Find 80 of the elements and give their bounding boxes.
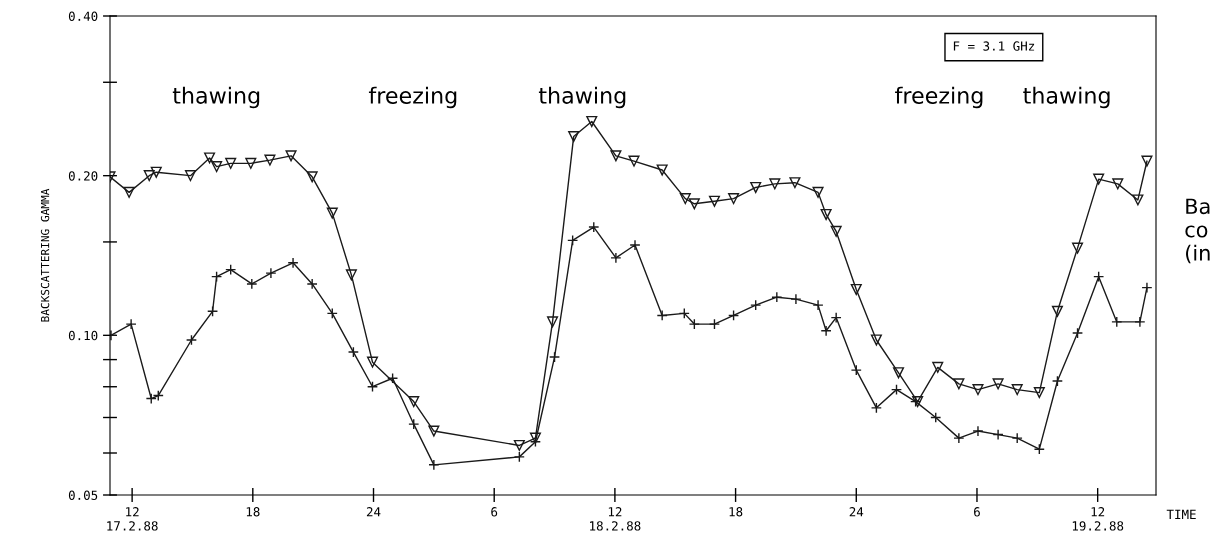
point	[1071, 242, 1084, 254]
text: Ba co (in	[1185, 198, 1210, 264]
point	[207, 305, 219, 317]
point	[679, 193, 691, 205]
annotation: thawing	[172, 86, 260, 109]
point	[568, 131, 580, 143]
point	[870, 334, 882, 346]
point	[123, 186, 135, 198]
point	[789, 177, 801, 189]
annotation: thawing	[538, 86, 626, 109]
point	[972, 384, 984, 396]
point	[408, 396, 420, 408]
annotation: freezing	[895, 86, 983, 109]
x-tick-label: 18	[729, 507, 743, 517]
point	[820, 208, 832, 221]
x-tick-label: 18	[246, 507, 260, 517]
point	[306, 171, 318, 183]
point	[1011, 384, 1023, 396]
point	[992, 378, 1004, 390]
point	[1033, 387, 1045, 399]
x-tick-label: 24	[849, 507, 864, 517]
point	[688, 318, 700, 330]
y-tick-label: 0.20	[68, 171, 98, 181]
y-tick-label: 0.40	[68, 11, 98, 21]
point	[345, 269, 357, 281]
y-tick-label: 0.05	[68, 490, 98, 500]
point	[953, 378, 965, 390]
x-tick-label: 12 18.2.88	[590, 507, 641, 531]
point	[150, 166, 162, 178]
x-tick-label: 12 19.2.88	[1072, 507, 1124, 531]
annotation: freezing	[368, 86, 457, 109]
point	[513, 439, 525, 452]
point	[143, 170, 155, 182]
point	[750, 181, 762, 194]
x-axis-title: TIME	[1166, 509, 1196, 519]
point	[428, 425, 440, 437]
point	[586, 115, 598, 128]
point	[1051, 305, 1063, 317]
point	[211, 161, 223, 173]
point	[366, 381, 379, 393]
point	[211, 271, 223, 283]
x-tick-label: 6	[491, 507, 498, 517]
point	[245, 157, 257, 169]
point	[688, 198, 700, 210]
y-axis-title: BACKSCATTERING GAMMA	[40, 188, 50, 322]
point	[892, 367, 905, 379]
point	[932, 361, 944, 373]
annotation: thawing	[1023, 86, 1110, 109]
point	[890, 384, 903, 396]
point	[285, 150, 297, 162]
point	[850, 283, 862, 296]
point	[728, 193, 740, 205]
point	[1093, 173, 1105, 185]
point	[1132, 194, 1144, 206]
point	[546, 316, 559, 328]
point	[610, 150, 622, 162]
point	[930, 411, 942, 424]
point	[204, 152, 216, 164]
x-tick-label: 24	[366, 507, 381, 517]
point	[708, 318, 721, 330]
point	[366, 356, 379, 368]
point	[708, 195, 721, 207]
point	[1141, 155, 1153, 167]
point	[812, 186, 824, 198]
point	[264, 154, 276, 166]
point	[628, 155, 640, 167]
point	[529, 432, 541, 444]
point	[830, 225, 842, 237]
x-tick-label: 12 17.2.88	[107, 507, 158, 531]
x-tick-label: 6	[974, 507, 980, 517]
point	[769, 178, 781, 190]
point	[185, 334, 198, 346]
point	[1112, 178, 1124, 190]
annotation: F = 3.1 GHz	[953, 41, 1035, 51]
point	[326, 207, 338, 219]
point	[728, 309, 740, 322]
point	[656, 164, 668, 176]
point	[225, 157, 237, 169]
point	[184, 170, 197, 182]
y-tick-label: 0.10	[68, 330, 98, 341]
